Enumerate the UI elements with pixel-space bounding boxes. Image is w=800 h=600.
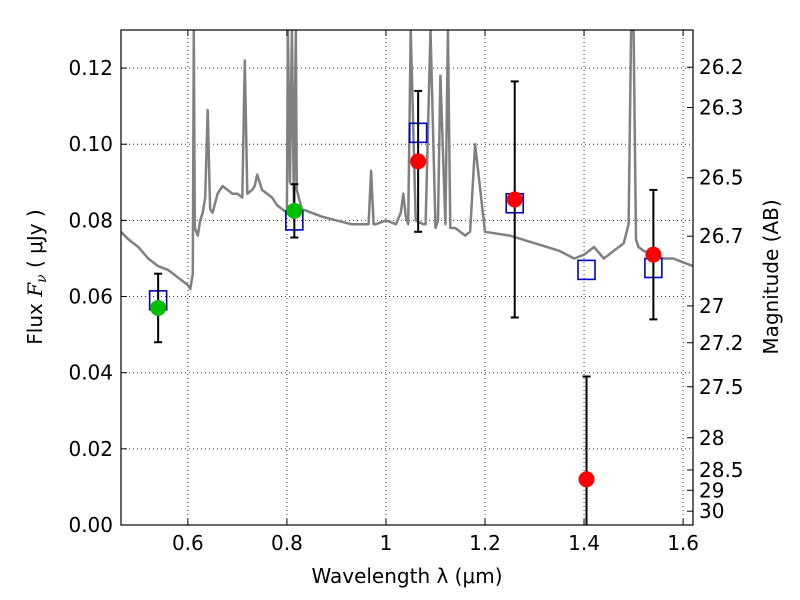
y2-tick-label: 27.5 <box>699 375 744 399</box>
observed-flux-point <box>410 153 427 170</box>
x-tick-label: 0.6 <box>172 531 204 555</box>
observed-flux-point <box>150 299 167 316</box>
model-spectrum-layer <box>121 30 693 291</box>
model-spectrum-line <box>121 30 693 291</box>
y-tick-label: 0.12 <box>68 56 113 80</box>
grid-lines <box>121 30 693 526</box>
y2-tick-label: 26.5 <box>699 166 744 190</box>
y2-tick-label: 28.5 <box>699 458 744 482</box>
observed-flux-point <box>506 191 523 208</box>
y2-tick-label: 30 <box>699 499 724 523</box>
y2-tick-label: 26.2 <box>699 55 744 79</box>
y-tick-label: 0.02 <box>68 437 113 461</box>
y-tick-label: 0.08 <box>68 208 113 232</box>
y2-tick-label: 29 <box>699 478 724 502</box>
y-tick-label: 0.00 <box>68 513 113 537</box>
y-tick-label: 0.04 <box>68 361 113 385</box>
y2-tick-label: 27 <box>699 294 724 318</box>
observed-flux-point <box>645 246 662 263</box>
x-tick-label: 0.8 <box>271 531 303 555</box>
x-tick-label: 1.2 <box>469 531 501 555</box>
axis-ticks: 0.6 0.8 1 1.2 1.4 1.6 0.00 0.02 0.04 0.06 0.08 0.10… <box>68 30 744 555</box>
y2-tick-label: 26.7 <box>699 224 744 248</box>
x-axis-label: Wavelength λ (μm) <box>311 564 502 588</box>
observed-flux-point <box>286 202 303 219</box>
observed-flux-point <box>578 471 595 488</box>
y2-axis-label: Magnitude (AB) <box>759 199 783 354</box>
y-tick-label: 0.06 <box>68 285 113 309</box>
y2-tick-label: 28 <box>699 426 724 450</box>
y2-tick-label: 26.3 <box>699 95 744 119</box>
x-tick-label: 1.6 <box>667 531 699 555</box>
y2-tick-label: 27.2 <box>699 331 744 355</box>
model-photometry-square <box>577 259 596 281</box>
data-markers <box>148 80 663 525</box>
plot-frame <box>120 29 694 526</box>
x-tick-label: 1 <box>380 531 393 555</box>
y-tick-label: 0.10 <box>68 132 113 156</box>
y-axis-label: Flux Fν ( μJy ) <box>23 209 50 344</box>
x-tick-label: 1.4 <box>568 531 600 555</box>
